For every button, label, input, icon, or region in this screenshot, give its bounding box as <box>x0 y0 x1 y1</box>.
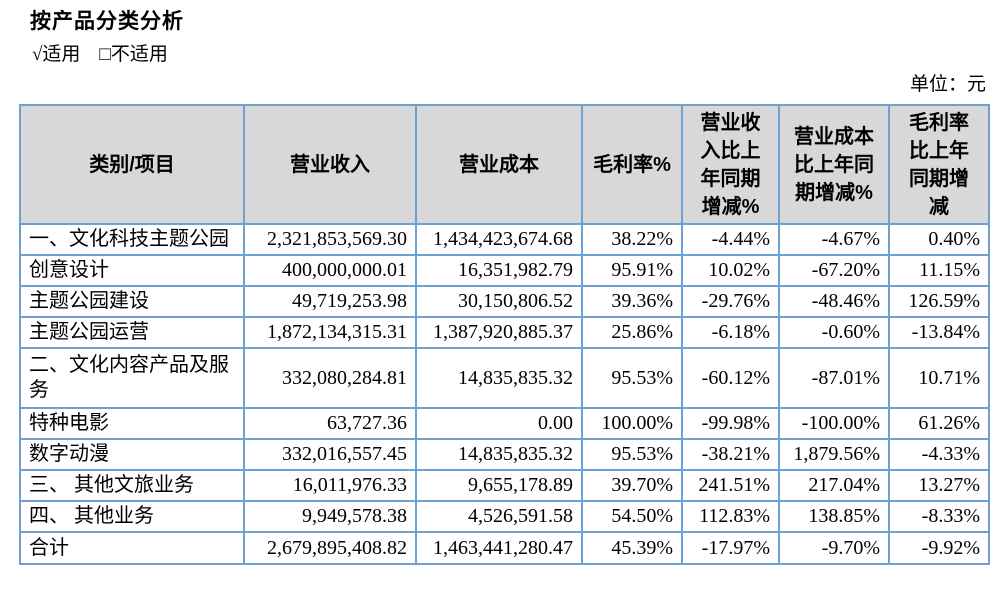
report-page: 按产品分类分析 √适用 □不适用 单位：元 类别/项目 营业收入 营业成本 毛利… <box>0 8 1003 596</box>
col-header-cost: 营业成本 <box>415 104 583 225</box>
margin-yoy-cell: -9.92% <box>888 531 990 565</box>
margin-yoy-cell: -13.84% <box>888 316 990 349</box>
revenue-yoy-cell: -38.21% <box>681 438 780 471</box>
revenue-cell: 2,679,895,408.82 <box>243 531 417 565</box>
table-row: 数字动漫 332,016,557.45 14,835,835.32 95.53%… <box>19 438 990 471</box>
gross-margin-cell: 38.22% <box>581 223 683 256</box>
col-header-margin-yoy: 毛利率 比上年 同期增 减 <box>888 104 990 225</box>
cost-yoy-cell: -100.00% <box>778 407 890 440</box>
margin-yoy-cell: 126.59% <box>888 285 990 318</box>
margin-yoy-cell: 0.40% <box>888 223 990 256</box>
margin-yoy-cell: -4.33% <box>888 438 990 471</box>
applicability-note: √适用 □不适用 <box>32 44 168 65</box>
cost-cell: 14,835,835.32 <box>415 347 583 409</box>
product-analysis-table: 类别/项目 营业收入 营业成本 毛利率% 营业收 入比上 年同期 增减% 营业成… <box>19 104 990 565</box>
unit-label: 单位：元 <box>909 74 986 95</box>
revenue-yoy-cell: 10.02% <box>681 254 780 287</box>
margin-yoy-cell: -8.33% <box>888 500 990 533</box>
revenue-cell: 9,949,578.38 <box>243 500 417 533</box>
gross-margin-cell: 39.36% <box>581 285 683 318</box>
revenue-cell: 332,016,557.45 <box>243 438 417 471</box>
table-row: 三、 其他文旅业务 16,011,976.33 9,655,178.89 39.… <box>19 469 990 502</box>
margin-yoy-cell: 13.27% <box>888 469 990 502</box>
gross-margin-cell: 54.50% <box>581 500 683 533</box>
cost-cell: 0.00 <box>415 407 583 440</box>
cost-cell: 1,434,423,674.68 <box>415 223 583 256</box>
table-row: 特种电影 63,727.36 0.00 100.00% -99.98% -100… <box>19 407 990 440</box>
revenue-yoy-cell: 112.83% <box>681 500 780 533</box>
cost-cell: 30,150,806.52 <box>415 285 583 318</box>
category-cell: 数字动漫 <box>19 438 245 471</box>
col-header-category: 类别/项目 <box>19 104 245 225</box>
gross-margin-cell: 45.39% <box>581 531 683 565</box>
table-header-row: 类别/项目 营业收入 营业成本 毛利率% 营业收 入比上 年同期 增减% 营业成… <box>19 104 990 225</box>
gross-margin-cell: 95.91% <box>581 254 683 287</box>
table-row: 主题公园建设 49,719,253.98 30,150,806.52 39.36… <box>19 285 990 318</box>
category-cell: 特种电影 <box>19 407 245 440</box>
cost-yoy-cell: 138.85% <box>778 500 890 533</box>
cost-yoy-cell: -87.01% <box>778 347 890 409</box>
revenue-cell: 2,321,853,569.30 <box>243 223 417 256</box>
cost-yoy-cell: -9.70% <box>778 531 890 565</box>
margin-yoy-cell: 11.15% <box>888 254 990 287</box>
revenue-cell: 16,011,976.33 <box>243 469 417 502</box>
margin-yoy-cell: 61.26% <box>888 407 990 440</box>
revenue-yoy-cell: -60.12% <box>681 347 780 409</box>
revenue-yoy-cell: -6.18% <box>681 316 780 349</box>
cost-yoy-cell: -67.20% <box>778 254 890 287</box>
category-cell: 主题公园运营 <box>19 316 245 349</box>
cost-cell: 16,351,982.79 <box>415 254 583 287</box>
table-row: 主题公园运营 1,872,134,315.31 1,387,920,885.37… <box>19 316 990 349</box>
category-cell: 主题公园建设 <box>19 285 245 318</box>
category-cell: 合计 <box>19 531 245 565</box>
revenue-cell: 332,080,284.81 <box>243 347 417 409</box>
gross-margin-cell: 39.70% <box>581 469 683 502</box>
revenue-yoy-cell: -99.98% <box>681 407 780 440</box>
col-header-gross-margin: 毛利率% <box>581 104 683 225</box>
revenue-cell: 63,727.36 <box>243 407 417 440</box>
table-row-total: 合计 2,679,895,408.82 1,463,441,280.47 45.… <box>19 531 990 565</box>
cost-yoy-cell: 217.04% <box>778 469 890 502</box>
cost-cell: 4,526,591.58 <box>415 500 583 533</box>
table-row: 二、文化内容产品及服 务 332,080,284.81 14,835,835.3… <box>19 347 990 409</box>
cost-yoy-cell: -4.67% <box>778 223 890 256</box>
cost-cell: 14,835,835.32 <box>415 438 583 471</box>
revenue-yoy-cell: -17.97% <box>681 531 780 565</box>
cost-yoy-cell: -48.46% <box>778 285 890 318</box>
page-title: 按产品分类分析 <box>30 9 184 33</box>
revenue-cell: 49,719,253.98 <box>243 285 417 318</box>
col-header-revenue-yoy: 营业收 入比上 年同期 增减% <box>681 104 780 225</box>
margin-yoy-cell: 10.71% <box>888 347 990 409</box>
category-cell: 创意设计 <box>19 254 245 287</box>
table-row: 一、文化科技主题公园 2,321,853,569.30 1,434,423,67… <box>19 223 990 256</box>
revenue-yoy-cell: -4.44% <box>681 223 780 256</box>
category-cell: 一、文化科技主题公园 <box>19 223 245 256</box>
cost-cell: 1,387,920,885.37 <box>415 316 583 349</box>
gross-margin-cell: 95.53% <box>581 438 683 471</box>
category-cell: 二、文化内容产品及服 务 <box>19 347 245 409</box>
table-row: 四、 其他业务 9,949,578.38 4,526,591.58 54.50%… <box>19 500 990 533</box>
revenue-yoy-cell: 241.51% <box>681 469 780 502</box>
revenue-cell: 400,000,000.01 <box>243 254 417 287</box>
gross-margin-cell: 95.53% <box>581 347 683 409</box>
category-cell: 四、 其他业务 <box>19 500 245 533</box>
cost-yoy-cell: -0.60% <box>778 316 890 349</box>
revenue-cell: 1,872,134,315.31 <box>243 316 417 349</box>
col-header-revenue: 营业收入 <box>243 104 417 225</box>
category-cell: 三、 其他文旅业务 <box>19 469 245 502</box>
cost-yoy-cell: 1,879.56% <box>778 438 890 471</box>
gross-margin-cell: 25.86% <box>581 316 683 349</box>
table-row: 创意设计 400,000,000.01 16,351,982.79 95.91%… <box>19 254 990 287</box>
cost-cell: 9,655,178.89 <box>415 469 583 502</box>
revenue-yoy-cell: -29.76% <box>681 285 780 318</box>
col-header-cost-yoy: 营业成本 比上年同 期增减% <box>778 104 890 225</box>
cost-cell: 1,463,441,280.47 <box>415 531 583 565</box>
gross-margin-cell: 100.00% <box>581 407 683 440</box>
